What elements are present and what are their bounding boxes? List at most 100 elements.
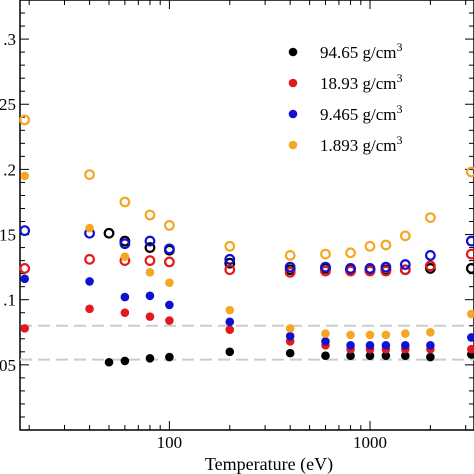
open-point-series-1 [380,265,392,277]
open-point-series-2 [364,263,376,274]
x-axis-ticks: 100 1000 [28,0,467,452]
filled-point-series-3 [365,330,375,340]
filled-point-series-0 [426,352,435,362]
open-point-series-1 [19,263,31,274]
y-tick-label: .05 [0,356,16,375]
open-point-series-3 [84,169,95,181]
filled-point-series-3 [467,309,474,319]
filled-point-series-3 [225,305,235,315]
data-points [19,114,474,367]
filled-point-series-2 [401,341,410,350]
open-point-series-3 [284,249,296,261]
plot-frame [19,0,474,431]
filled-point-series-0 [120,356,130,366]
filled-point-series-2 [85,277,94,286]
open-point-series-2 [399,259,411,270]
y-tick-label: .2 [3,160,16,179]
filled-point-series-0 [285,348,295,358]
filled-point-series-2 [225,317,235,327]
filled-point-series-3 [321,329,330,338]
filled-point-series-1 [467,344,474,354]
filled-point-series-1 [165,316,174,325]
open-point-series-2 [19,225,31,237]
filled-point-series-1 [225,325,235,334]
open-point-series-3 [345,247,356,259]
filled-point-series-3 [85,223,94,233]
open-point-series-1 [224,264,236,276]
open-point-series-1 [320,265,331,277]
filled-point-series-2 [426,341,435,350]
y-axis-ticks: .05 .1 .15 .2 .25 .3 [0,0,474,431]
filled-point-series-2 [321,337,330,346]
open-point-series-2 [380,261,392,273]
open-point-series-1 [465,248,474,260]
legend: 94.65 g/cm3 18.93 g/cm3 9.465 g/cm3 1.893 g… [288,40,403,155]
filled-point-series-0 [145,354,155,363]
filled-point-series-0 [225,347,235,357]
filled-point-series-2 [365,341,375,350]
open-point-series-3 [163,220,175,231]
legend-label-3: 1.893 g/cm3 [320,133,403,155]
filled-point-series-2 [120,292,130,302]
filled-point-series-0 [321,351,330,361]
filled-point-series-2 [145,291,155,301]
open-point-series-1 [144,255,156,267]
filled-point-series-3 [401,329,410,338]
filled-point-series-3 [285,324,295,333]
filled-point-series-2 [165,300,174,310]
x-tick-label: 100 [157,433,183,452]
open-point-series-1 [163,256,175,268]
legend-marker-0 [288,47,298,57]
x-tick-label: 1000 [353,433,387,452]
filled-point-series-0 [165,352,174,362]
open-point-series-2 [119,238,131,250]
open-point-series-2 [144,235,156,247]
open-point-series-3 [144,209,156,221]
filled-point-series-0 [381,351,391,361]
open-point-series-0 [465,263,474,274]
x-axis-title: Temperature (eV) [205,454,333,474]
open-point-series-3 [364,240,376,252]
open-point-series-2 [345,263,356,274]
open-point-series-2 [284,261,296,273]
open-point-series-3 [424,212,436,224]
open-point-series-2 [465,235,474,247]
open-point-series-1 [284,266,296,278]
open-point-series-0 [103,227,115,239]
filled-point-series-0 [365,351,375,361]
open-point-series-1 [399,264,411,276]
open-point-series-3 [465,166,474,178]
filled-point-series-0 [346,351,355,361]
filled-point-series-1 [145,312,155,321]
open-point-series-2 [224,253,236,265]
filled-point-series-2 [20,274,30,284]
open-point-series-3 [320,248,331,260]
filled-point-series-3 [381,330,391,340]
filled-point-series-3 [120,252,130,261]
legend-marker-2 [288,109,298,119]
legend-label-1: 18.93 g/cm3 [320,71,403,93]
filled-point-series-1 [20,324,30,333]
reference-lines [20,324,474,361]
legend-label-2: 9.465 g/cm3 [320,102,403,124]
filled-point-series-3 [20,171,30,181]
filled-point-series-2 [346,341,355,350]
open-point-series-3 [380,239,392,251]
filled-point-series-0 [104,357,114,367]
open-point-series-3 [224,240,236,252]
legend-marker-1 [288,78,298,88]
open-point-series-1 [84,253,95,265]
y-tick-label: .3 [3,30,16,49]
open-point-series-3 [399,230,411,242]
filled-point-series-1 [120,308,130,318]
open-point-series-2 [163,243,175,255]
y-tick-label: .15 [0,226,16,245]
open-point-series-2 [424,249,436,261]
legend-label-0: 94.65 g/cm3 [320,40,403,62]
open-point-series-1 [424,260,436,272]
legend-superscript: 3 [397,40,403,54]
y-tick-label: .1 [3,291,16,310]
filled-point-series-3 [165,278,174,288]
filled-point-series-2 [381,341,391,350]
